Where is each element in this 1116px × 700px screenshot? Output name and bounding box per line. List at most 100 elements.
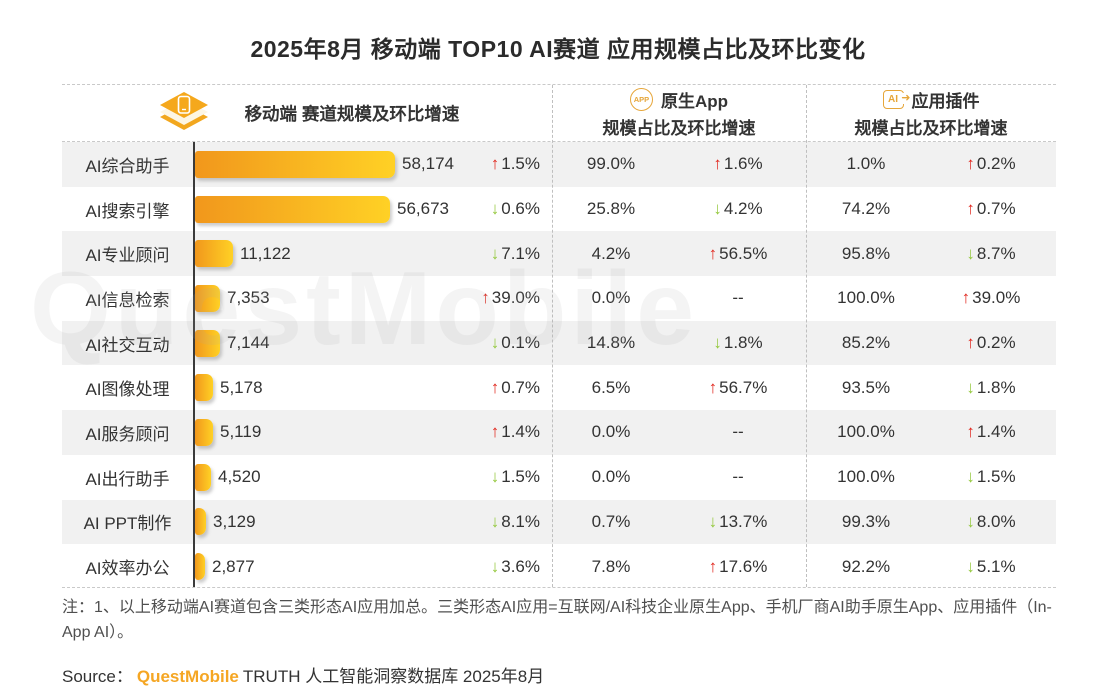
scale-bar (195, 418, 213, 446)
scale-bar (195, 150, 395, 178)
native-app-icon: APP (629, 88, 653, 111)
change-value: 39.0% (491, 288, 540, 308)
plugin-share-value: 100.0% (837, 422, 895, 442)
scale-change: ↑ 39.0% (481, 288, 552, 308)
plugin-share-value: 99.3% (841, 511, 891, 531)
change-value: 0.2% (976, 333, 1016, 353)
change-value: 39.0% (972, 288, 1021, 308)
trend-arrow-icon: ↓ (713, 199, 722, 219)
native-share-value: 0.0% (591, 422, 631, 442)
scale-bar-cell: 5,178 ↑ 0.7% (193, 365, 552, 410)
table-row: AI PPT制作 3,129 ↓ 8.1% 0.7% ↓ 13.7% 99.3% ↓… (62, 499, 1056, 545)
table-row: AI服务顾问 5,119 ↑ 1.4% 0.0% -- 100.0% ↑ 1.4% (62, 410, 1056, 455)
footnote: 注：1、以上移动端AI赛道包含三类形态AI应用加总。三类形态AI应用=互联网/A… (62, 599, 1052, 641)
trend-arrow-icon: ↓ (966, 467, 975, 487)
trend-arrow-icon: ↑ (966, 199, 975, 219)
plugin-change: ↑ 1.4% (926, 422, 1056, 442)
plugin-share-value: 74.2% (841, 199, 891, 219)
change-value: 1.6% (723, 154, 763, 174)
header-native-app-title: 原生App (660, 92, 729, 111)
scale-change: ↑ 1.5% (491, 154, 552, 174)
change-value: -- (732, 422, 744, 442)
scale-bar-cell: 56,673 ↓ 0.6% (193, 187, 552, 232)
trend-arrow-icon: ↑ (490, 422, 500, 442)
native-share-value: 0.0% (591, 288, 631, 308)
native-share-value: 14.8% (586, 333, 636, 353)
header-plugin-title: 应用插件 (911, 92, 980, 111)
column-divider-1 (552, 85, 553, 587)
scale-bar (195, 463, 211, 491)
trend-arrow-icon: ↓ (708, 511, 718, 531)
category-label: AI出行助手 (85, 469, 170, 489)
table-row: AI出行助手 4,520 ↓ 1.5% 0.0% -- 100.0% ↓ 1.5% (62, 455, 1056, 500)
native-change: ↑ 1.6% (670, 154, 806, 174)
header-plugin-section: AI ➜ 应用插件 规模占比及环比增速 (806, 85, 1056, 141)
change-value: 56.7% (719, 377, 768, 397)
change-value: 8.7% (976, 243, 1016, 263)
change-value: 13.7% (719, 511, 768, 531)
trend-arrow-icon: ↑ (961, 288, 971, 308)
trend-arrow-icon: ↑ (490, 377, 500, 397)
native-change: -- (670, 467, 806, 487)
native-change: -- (670, 288, 806, 308)
scale-value: 7,144 (227, 333, 270, 353)
native-share-value: 25.8% (586, 199, 636, 219)
change-value: -- (732, 288, 744, 308)
change-value: 0.7% (976, 199, 1016, 219)
trend-arrow-icon: ↓ (490, 199, 500, 219)
scale-change: ↓ 0.1% (491, 333, 552, 353)
scale-change: ↓ 8.1% (491, 512, 552, 532)
category-label: AI社交互动 (85, 335, 170, 355)
category-label: AI信息检索 (85, 290, 170, 310)
scale-bar (195, 508, 206, 536)
header-mobile-section: 移动端 赛道规模及环比增速 (62, 85, 552, 141)
plugin-change: ↓ 8.0% (926, 512, 1056, 532)
change-value: 1.4% (976, 422, 1016, 442)
change-value: 7.1% (501, 243, 540, 263)
scale-value: 4,520 (218, 467, 261, 487)
scale-bar-cell: 7,353 ↑ 39.0% (193, 276, 552, 321)
change-value: 8.1% (501, 511, 540, 531)
trend-arrow-icon: ↑ (966, 333, 975, 353)
header-mobile-label: 移动端 赛道规模及环比增速 (244, 103, 460, 124)
native-change: ↑ 17.6% (670, 557, 806, 577)
plugin-share-value: 100.0% (837, 467, 895, 487)
source-suffix: TRUTH 人工智能洞察数据库 2025年8月 (242, 667, 545, 686)
header-plugin-subtitle: 规模占比及环比增速 (854, 119, 1008, 138)
plugin-change: ↑ 0.2% (926, 333, 1056, 353)
table-row: AI图像处理 5,178 ↑ 0.7% 6.5% ↑ 56.7% 93.5% ↓ 1.… (62, 365, 1056, 410)
plugin-share-value: 95.8% (841, 243, 891, 263)
native-share-value: 6.5% (591, 377, 631, 397)
trend-arrow-icon: ↓ (966, 511, 975, 531)
change-value: 1.5% (501, 154, 540, 174)
scale-change: ↓ 3.6% (491, 557, 552, 577)
scale-bar (195, 284, 220, 312)
plugin-change: ↑ 0.2% (926, 154, 1056, 174)
scale-bar (195, 240, 233, 268)
scale-change: ↑ 1.4% (491, 422, 552, 442)
trend-arrow-icon: ↑ (708, 556, 718, 576)
plugin-change: ↓ 1.5% (926, 467, 1056, 487)
plugin-share-value: 93.5% (841, 377, 891, 397)
trend-arrow-icon: ↑ (966, 154, 975, 174)
plugin-change: ↑ 0.7% (926, 199, 1056, 219)
scale-value: 56,673 (397, 199, 449, 219)
change-value: 1.8% (976, 377, 1016, 397)
page-title: 2025年8月 移动端 TOP10 AI赛道 应用规模占比及环比变化 (250, 36, 866, 62)
plugin-change: ↓ 8.7% (926, 244, 1056, 264)
plugin-share-value: 85.2% (841, 333, 891, 353)
plugin-change: ↓ 1.8% (926, 378, 1056, 398)
scale-value: 5,119 (220, 422, 262, 442)
trend-arrow-icon: ↓ (966, 556, 975, 576)
native-change: ↓ 1.8% (670, 333, 806, 353)
data-table: 移动端 赛道规模及环比增速 APP 原生App 规模占比及环比增速 AI ➜ 应用… (62, 84, 1056, 588)
change-value: 0.7% (501, 377, 540, 397)
source-brand: QuestMobile (136, 667, 239, 686)
category-label: AI效率办公 (85, 559, 170, 579)
change-value: 1.8% (723, 333, 763, 353)
trend-arrow-icon: ↓ (490, 511, 500, 531)
mobile-layers-icon (155, 88, 213, 139)
native-share-value: 0.0% (591, 467, 631, 487)
change-value: 0.6% (501, 199, 540, 219)
